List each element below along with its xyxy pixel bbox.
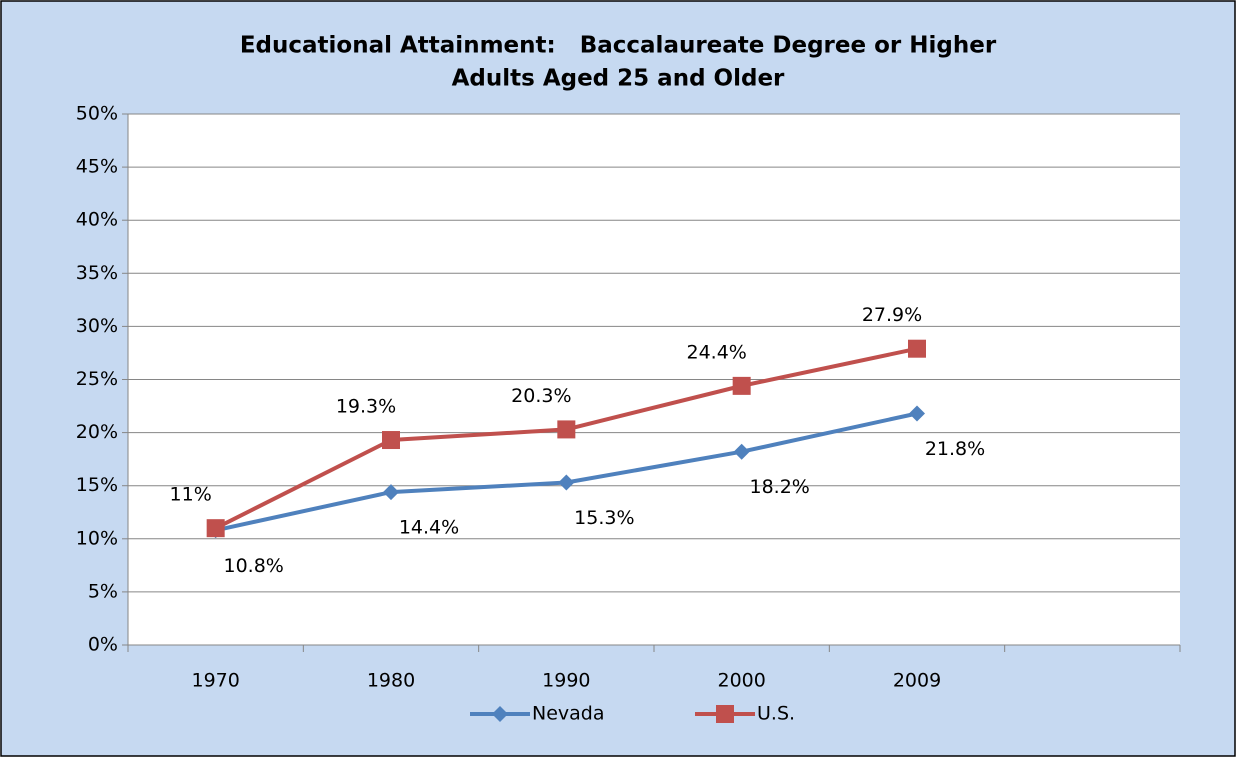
data-point	[382, 431, 400, 450]
x-tick-label: 1970	[191, 670, 239, 692]
chart-subtitle: Adults Aged 25 and Older	[452, 66, 785, 92]
data-label: 18.2%	[749, 476, 809, 498]
data-label: 21.8%	[925, 438, 985, 460]
y-tick-label: 45%	[76, 156, 118, 178]
y-tick-label: 10%	[76, 527, 118, 549]
y-tick-label: 20%	[76, 421, 118, 443]
legend-marker	[492, 706, 508, 722]
data-point	[732, 376, 751, 395]
legend-marker	[716, 705, 734, 723]
data-point	[733, 443, 750, 460]
legend-label: U.S.	[757, 703, 795, 725]
data-point	[558, 474, 575, 491]
x-tick-label: 2000	[717, 670, 765, 692]
data-label: 27.9%	[862, 304, 922, 326]
y-tick-label: 0%	[88, 634, 118, 656]
x-tick-label: 1980	[367, 670, 415, 692]
x-tick-label: 2009	[893, 670, 941, 692]
data-label: 15.3%	[574, 507, 634, 529]
y-tick-label: 25%	[76, 368, 118, 390]
y-tick-label: 30%	[76, 315, 118, 337]
data-point	[383, 484, 399, 501]
y-tick-label: 15%	[76, 474, 118, 496]
y-tick-label: 5%	[88, 580, 118, 602]
y-tick-label: 50%	[76, 103, 118, 125]
data-label: 14.4%	[399, 517, 459, 539]
legend-label: Nevada	[532, 703, 605, 725]
data-label: 11%	[170, 484, 212, 506]
chart-title: Educational Attainment: Baccalaureate De…	[240, 33, 997, 59]
data-point	[908, 339, 926, 358]
data-label: 10.8%	[223, 555, 283, 577]
data-point	[909, 405, 925, 422]
y-tick-label: 40%	[76, 209, 118, 231]
y-tick-label: 35%	[76, 262, 118, 284]
data-label: 24.4%	[686, 341, 746, 363]
data-point	[557, 420, 576, 439]
x-tick-label: 1990	[542, 670, 590, 692]
data-point	[206, 519, 225, 538]
data-label: 20.3%	[511, 385, 571, 407]
data-label: 19.3%	[336, 396, 396, 418]
